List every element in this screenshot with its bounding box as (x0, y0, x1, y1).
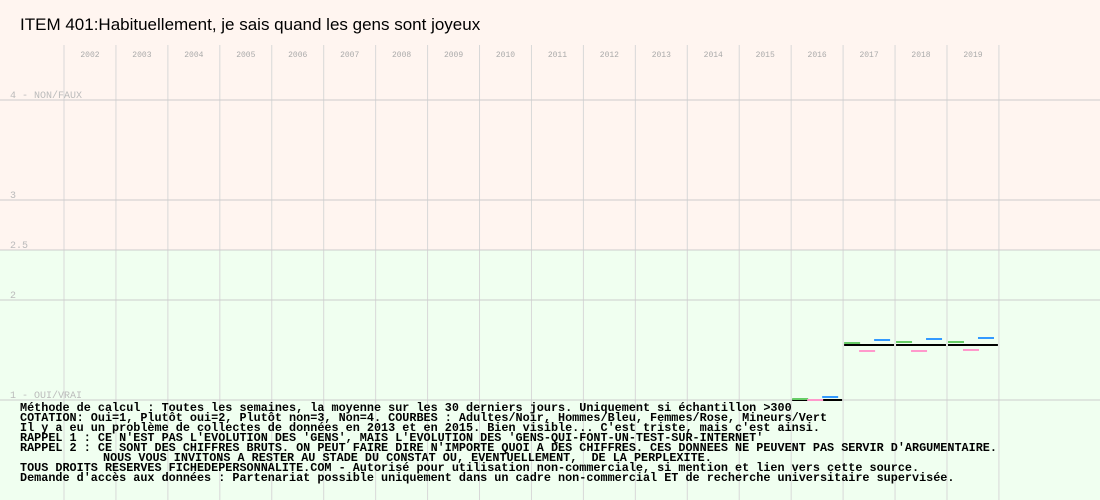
x-tick-label: 2015 (756, 51, 775, 60)
x-tick-label: 2006 (288, 51, 307, 60)
note-line: Il y a eu un problème de collectes de do… (20, 421, 820, 435)
value-segment (874, 339, 891, 341)
x-tick-label: 2009 (444, 51, 463, 60)
x-tick-label: 2005 (236, 51, 255, 60)
upper-band (0, 0, 1100, 250)
y-tick-label: 2.5 (10, 241, 28, 252)
value-segment (947, 344, 998, 346)
value-segment (844, 342, 861, 344)
lower-band (0, 250, 1100, 500)
y-tick-label: 2 (10, 291, 16, 302)
value-segment (896, 344, 946, 346)
x-tick-label: 2008 (392, 51, 411, 60)
x-tick-label: 2014 (704, 51, 723, 60)
value-segment (896, 341, 913, 343)
value-segment (807, 399, 824, 401)
value-segment (911, 350, 928, 352)
value-segment (844, 344, 895, 346)
note-line: COTATION: Oui=1, Plutôt oui=2, Plutôt no… (20, 411, 827, 425)
note-line: RAPPEL 1 : CE N'EST PAS L'EVOLUTION DES … (20, 431, 763, 445)
note-line: Demande d'accès aux données : Partenaria… (20, 471, 954, 485)
chart-title: ITEM 401:Habituellement, je sais quand l… (20, 15, 481, 34)
x-tick-label: 2019 (963, 51, 982, 60)
y-tick-label: 3 (10, 191, 16, 202)
x-tick-label: 2011 (548, 51, 567, 60)
y-tick-label: 4 - NON/FAUX (10, 90, 82, 102)
x-tick-label: 2004 (184, 51, 203, 60)
value-segment (962, 349, 979, 351)
x-tick-label: 2016 (808, 51, 827, 60)
x-tick-label: 2018 (911, 51, 930, 60)
x-tick-label: 2013 (652, 51, 671, 60)
y-tick-label: 1 - OUI/VRAI (10, 390, 82, 402)
value-segment (792, 398, 809, 400)
value-segment (859, 350, 876, 352)
x-tick-label: 2017 (859, 51, 878, 60)
value-segment (977, 337, 994, 339)
note-line: Méthode de calcul : Toutes les semaines,… (20, 401, 792, 415)
note-line: TOUS DROITS RESERVES FICHEDEPERSONNALITE… (20, 461, 919, 475)
note-line: NOUS VOUS INVITONS A RESTER AU STADE DU … (103, 451, 712, 465)
x-tick-label: 2010 (496, 51, 515, 60)
note-line: RAPPEL 2 : CE SONT DES CHIFFRES BRUTS. O… (20, 441, 997, 455)
value-segment (947, 341, 964, 343)
x-tick-label: 2002 (80, 51, 99, 60)
x-tick-label: 2003 (132, 51, 151, 60)
x-tick-label: 2012 (600, 51, 619, 60)
value-segment (926, 338, 943, 340)
value-segment (822, 396, 839, 398)
x-tick-label: 2007 (340, 51, 359, 60)
